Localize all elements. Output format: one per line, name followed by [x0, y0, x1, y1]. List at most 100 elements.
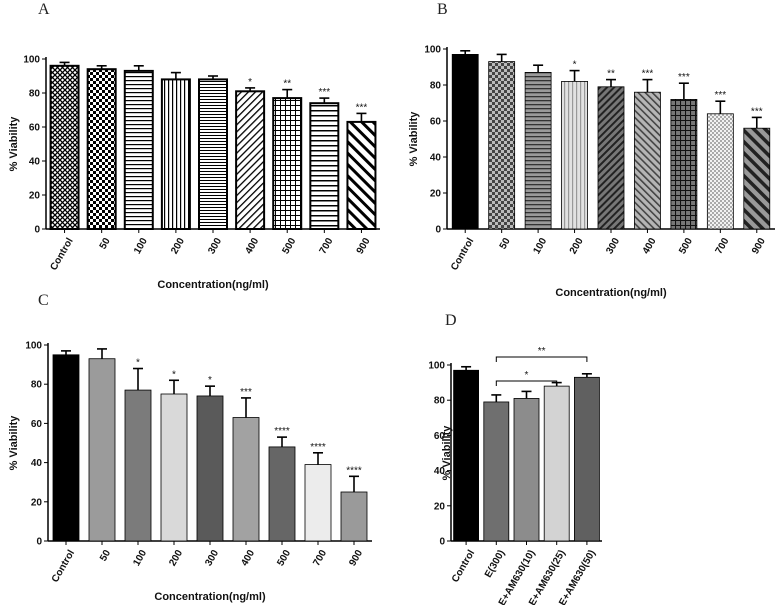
bar: [634, 91, 661, 230]
x-tick-label: 700: [714, 236, 732, 256]
y-tick-label: 80: [434, 396, 446, 407]
significance-label: ***: [751, 106, 763, 117]
significance-label: **: [283, 79, 291, 90]
x-tick-label: 300: [206, 236, 224, 256]
y-tick-label: 40: [430, 153, 442, 164]
y-tick-label: 0: [34, 225, 40, 236]
y-tick-label: 40: [29, 157, 41, 168]
significance-label: ****: [346, 465, 362, 476]
x-tick-label: 900: [347, 548, 365, 568]
bar: [346, 120, 377, 230]
bar: [340, 491, 368, 542]
y-tick-label: 60: [31, 419, 43, 430]
y-tick-label: 20: [434, 501, 446, 512]
chart-panel-a: A 0 20 40 60 80 100 % Viability Control 50 100 200 3…: [8, 1, 380, 291]
panel-letter: B: [437, 1, 448, 18]
x-tick-label: 700: [318, 236, 336, 256]
significance-label: ****: [274, 426, 290, 437]
bar: [670, 99, 698, 230]
bar: [86, 68, 117, 230]
bar: [513, 398, 540, 542]
x-tick-label: 700: [311, 548, 329, 568]
x-tick-label: Control: [449, 236, 476, 272]
x-tick-label: 100: [531, 236, 549, 256]
x-tick-label: 100: [132, 236, 150, 256]
y-tick-label: 80: [29, 89, 41, 100]
chart-panel-c: C 0 20 40 60 80 100 % Viability Control 50 * 100 * 20…: [8, 292, 372, 603]
bar: [574, 376, 600, 542]
y-tick-label: 40: [434, 466, 446, 477]
chart-panel-b: B 0 20 40 60 80 100 % Viability Control 50 100 * 200…: [408, 1, 775, 299]
significance-label: ***: [642, 69, 654, 80]
bar: [524, 72, 552, 230]
panel-letter: A: [38, 1, 50, 18]
bar: [543, 385, 570, 542]
y-axis-label: % Viability: [441, 425, 453, 481]
significance-label: ***: [678, 72, 690, 83]
x-tick-label: Control: [50, 548, 77, 584]
y-tick-label: 0: [439, 537, 445, 548]
x-tick-label: 400: [641, 236, 659, 256]
x-tick-label: Control: [48, 236, 75, 272]
significance-label: *: [136, 358, 140, 369]
significance-label: ***: [356, 102, 368, 113]
x-tick-label: 400: [239, 548, 257, 568]
bar: [743, 127, 771, 230]
y-tick-label: 80: [430, 81, 442, 92]
bar: [52, 354, 80, 542]
bar: [198, 78, 228, 231]
x-tick-label: 200: [568, 236, 586, 256]
significance-label: **: [607, 69, 615, 80]
x-tick-label: 500: [280, 236, 298, 256]
bar: [232, 417, 260, 542]
bar: [453, 369, 480, 542]
bar: [304, 464, 332, 542]
bar: [160, 78, 191, 231]
bar: [88, 358, 116, 542]
x-tick-label: 900: [750, 236, 768, 256]
significance-label: *: [248, 77, 252, 88]
y-tick-label: 80: [31, 380, 43, 391]
bar: [488, 61, 516, 230]
x-tick-label: 900: [355, 236, 373, 256]
significance-label: ***: [240, 387, 252, 398]
bar: [124, 389, 152, 542]
bar: [309, 102, 340, 230]
x-tick-label: 50: [98, 236, 113, 252]
x-tick-label: 500: [275, 548, 293, 568]
y-tick-label: 20: [29, 191, 41, 202]
bar: [235, 90, 266, 230]
x-tick-label: 300: [604, 236, 622, 256]
y-tick-label: 0: [435, 225, 441, 236]
x-tick-label: 200: [169, 236, 187, 256]
bar: [483, 401, 510, 542]
bar: [272, 97, 303, 230]
bar: [597, 86, 625, 230]
x-axis-label: Concentration(ng/ml): [157, 279, 269, 291]
y-tick-label: 60: [29, 123, 41, 134]
x-axis-label: Concentration(ng/ml): [154, 591, 266, 603]
x-tick-label: 50: [98, 548, 113, 564]
significance-label: **: [538, 346, 546, 357]
y-tick-label: 40: [31, 458, 43, 469]
y-tick-label: 100: [25, 341, 42, 352]
x-axis-label: Concentration(ng/ml): [555, 287, 667, 299]
bar: [451, 54, 479, 230]
x-tick-label: 50: [498, 236, 513, 252]
y-axis-label: % Viability: [408, 111, 420, 167]
bar: [706, 113, 734, 230]
y-tick-label: 60: [434, 431, 446, 442]
significance-label: ***: [714, 90, 726, 101]
y-tick-label: 100: [428, 361, 445, 372]
significance-bracket: [495, 356, 588, 362]
y-axis-label: % Viability: [8, 116, 20, 172]
significance-label: ***: [318, 87, 330, 98]
bar: [49, 64, 80, 230]
y-tick-label: 20: [430, 189, 442, 200]
x-tick-label: 200: [167, 548, 185, 568]
significance-label: *: [525, 370, 529, 381]
x-tick-label: 100: [131, 548, 149, 568]
y-tick-label: 60: [430, 117, 442, 128]
